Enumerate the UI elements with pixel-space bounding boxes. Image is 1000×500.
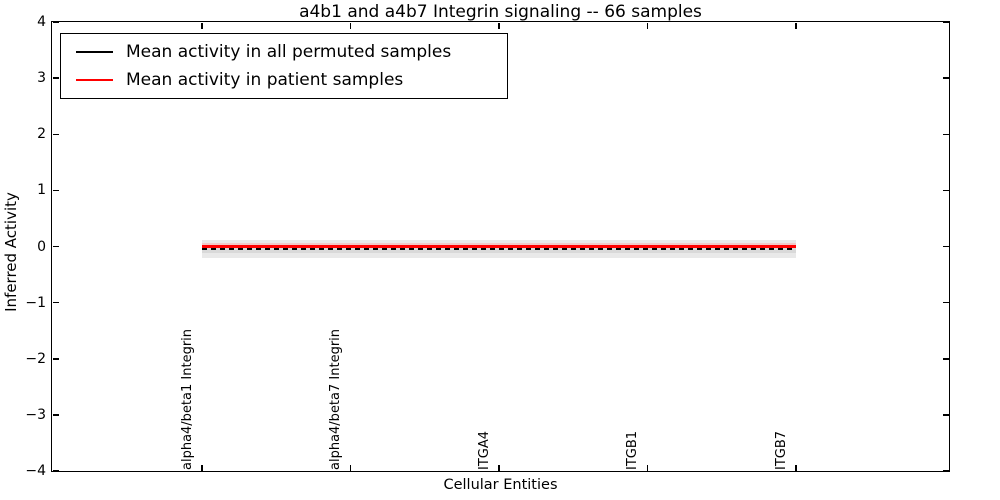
legend-line-sample-black: [76, 51, 113, 53]
x-axis-label: Cellular Entities: [443, 477, 558, 493]
chart-title: a4b1 and a4b7 Integrin signaling -- 66 s…: [299, 2, 702, 22]
legend-item-patient: Mean activity in patient samples: [76, 69, 507, 91]
y-tick-mark: [52, 358, 59, 360]
y-tick-mark: [52, 414, 59, 416]
x-tick-mark: [201, 464, 203, 471]
y-tick-label: 0: [37, 238, 46, 255]
x-tick-label: ITGB1: [625, 430, 640, 470]
y-tick-label: −2: [25, 350, 46, 367]
y-tick-mark: [942, 245, 949, 248]
legend-line-sample-red: [76, 79, 113, 81]
patient-mean-line: [202, 245, 796, 248]
y-tick-mark: [942, 358, 949, 360]
y-tick-mark: [942, 21, 949, 23]
y-tick-mark: [52, 301, 59, 304]
legend-item-label: Mean activity in patient samples: [126, 70, 404, 90]
y-tick-mark: [942, 133, 949, 135]
x-tick-label: alpha4/beta7 Integrin: [328, 328, 343, 470]
y-tick-label: 3: [37, 70, 46, 87]
y-tick-mark: [52, 470, 59, 472]
patient-std-band: [202, 242, 796, 246]
x-tick-label: ITGB7: [773, 430, 789, 470]
x-tick-mark: [795, 22, 797, 29]
x-tick-mark: [498, 464, 500, 471]
y-tick-mark: [942, 470, 949, 472]
y-tick-mark: [52, 21, 59, 23]
x-tick-mark: [795, 464, 797, 471]
x-tick-label: alpha4/beta1 Integrin: [179, 328, 195, 470]
legend-item-permuted: Mean activity in all permuted samples: [76, 41, 507, 63]
y-tick-mark: [52, 245, 59, 248]
y-tick-mark: [52, 77, 59, 79]
legend-item-label: Mean activity in all permuted samples: [126, 42, 452, 62]
y-tick-label: −1: [25, 294, 46, 311]
y-tick-mark: [942, 301, 949, 304]
y-tick-label: −3: [25, 406, 46, 423]
y-tick-label: −4: [25, 463, 46, 479]
y-tick-label: 1: [37, 182, 46, 199]
x-tick-mark: [646, 22, 649, 29]
y-tick-label: 2: [37, 126, 46, 143]
y-tick-label: 4: [37, 14, 46, 30]
y-tick-mark: [942, 189, 949, 192]
x-tick-mark: [349, 464, 352, 471]
y-tick-mark: [52, 189, 59, 192]
x-tick-mark: [646, 464, 649, 471]
x-tick-mark: [498, 22, 500, 29]
x-tick-mark: [349, 22, 352, 29]
y-tick-mark: [52, 133, 59, 135]
x-tick-mark: [201, 22, 203, 29]
x-tick-label: ITGA4: [476, 430, 492, 470]
permuted-mean-line: [202, 247, 796, 250]
legend-box: Mean activity in all permuted samples Me…: [60, 33, 508, 99]
y-tick-mark: [942, 77, 949, 79]
y-tick-mark: [942, 414, 949, 416]
